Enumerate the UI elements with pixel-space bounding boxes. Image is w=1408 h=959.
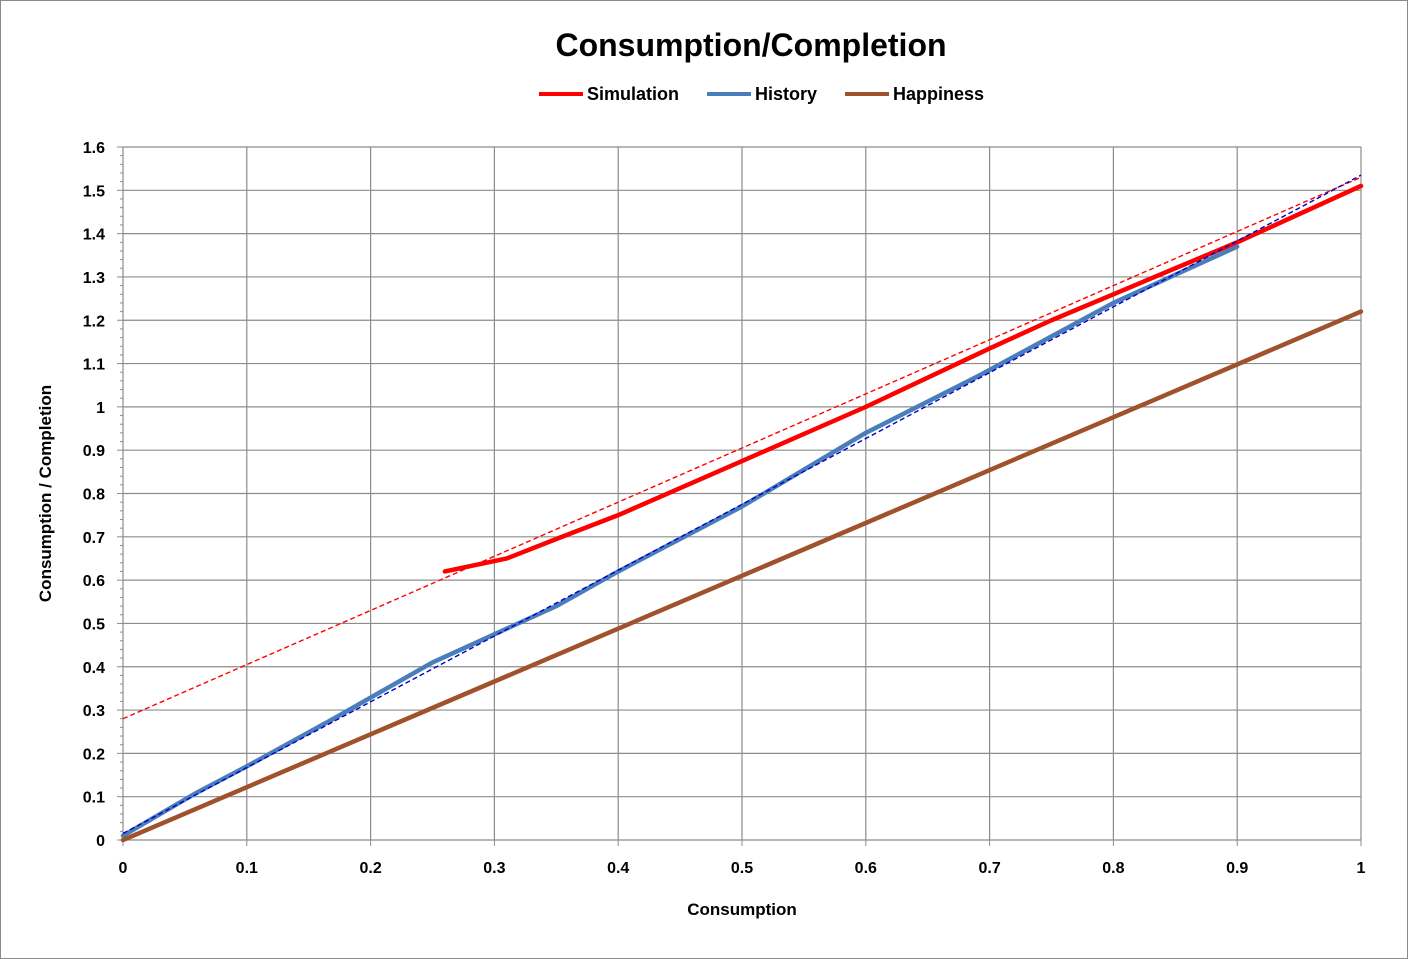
legend-swatch-happiness (845, 92, 890, 96)
x-tick-label-5: 0.5 (731, 860, 753, 877)
y-tick-label-0: 0 (96, 833, 105, 850)
legend-swatch-simulation (539, 92, 583, 96)
y-tick-label-3: 0.3 (83, 703, 105, 720)
legend-item-history: History (707, 84, 817, 105)
series-line-history (120, 244, 1240, 838)
y-tick-label-7: 0.7 (83, 530, 105, 547)
x-tick-label-7: 0.7 (978, 860, 1000, 877)
series-line-happiness (120, 309, 1364, 843)
y-tick-label-2: 0.2 (83, 746, 105, 763)
legend-item-happiness: Happiness (845, 84, 984, 105)
x-tick-label-4: 0.4 (607, 860, 629, 877)
y-tick-label-10: 1 (96, 400, 105, 417)
y-tick-label-16: 1.6 (83, 140, 105, 157)
y-tick-label-13: 1.3 (83, 270, 105, 287)
y-tick-label-5: 0.5 (83, 616, 105, 633)
x-tick-label-9: 0.9 (1226, 860, 1248, 877)
legend-label-history: History (755, 83, 818, 104)
x-tick-label-10: 1 (1357, 860, 1366, 877)
axes (117, 146, 1362, 846)
chart-title: Consumption/Completion (555, 27, 947, 63)
y-tick-label-11: 1.1 (83, 357, 105, 374)
legend-label-simulation: Simulation (587, 83, 680, 104)
legend-swatch-history (707, 92, 752, 96)
legend-item-simulation: Simulation (539, 84, 679, 105)
x-tick-label-6: 0.6 (855, 860, 877, 877)
trendline-simulation (122, 176, 1362, 720)
y-tick-label-9: 0.9 (83, 443, 105, 460)
legend-label-happiness: Happiness (893, 83, 985, 104)
x-axis-title: Consumption (687, 900, 797, 919)
y-tick-label-4: 0.4 (83, 660, 105, 677)
gridlines (123, 146, 1362, 840)
y-tick-label-6: 0.6 (83, 573, 105, 590)
x-tick-label-2: 0.2 (359, 860, 381, 877)
y-axis-title: Consumption / Completion (36, 385, 55, 602)
x-tick-label-3: 0.3 (483, 860, 505, 877)
trendline-history (122, 174, 1362, 835)
y-tick-label-8: 0.8 (83, 487, 105, 504)
x-tick-label-8: 0.8 (1102, 860, 1124, 877)
x-tick-label-0: 0 (119, 860, 128, 877)
y-tick-label-12: 1.2 (83, 313, 105, 330)
x-tick-label-1: 0.1 (236, 860, 258, 877)
series-lines (120, 174, 1364, 843)
y-tick-label-14: 1.4 (83, 227, 105, 244)
y-tick-label-15: 1.5 (83, 183, 105, 200)
y-tick-label-1: 0.1 (83, 790, 105, 807)
series-line-simulation (442, 183, 1364, 574)
tick-labels: 0 0.1 0.2 0.3 0.4 0.5 0.6 0.7 0.8 0.9 1 0 0.1 0.2 0.3 0… (83, 140, 1366, 877)
legend: Simulation History Happiness (539, 81, 1012, 107)
